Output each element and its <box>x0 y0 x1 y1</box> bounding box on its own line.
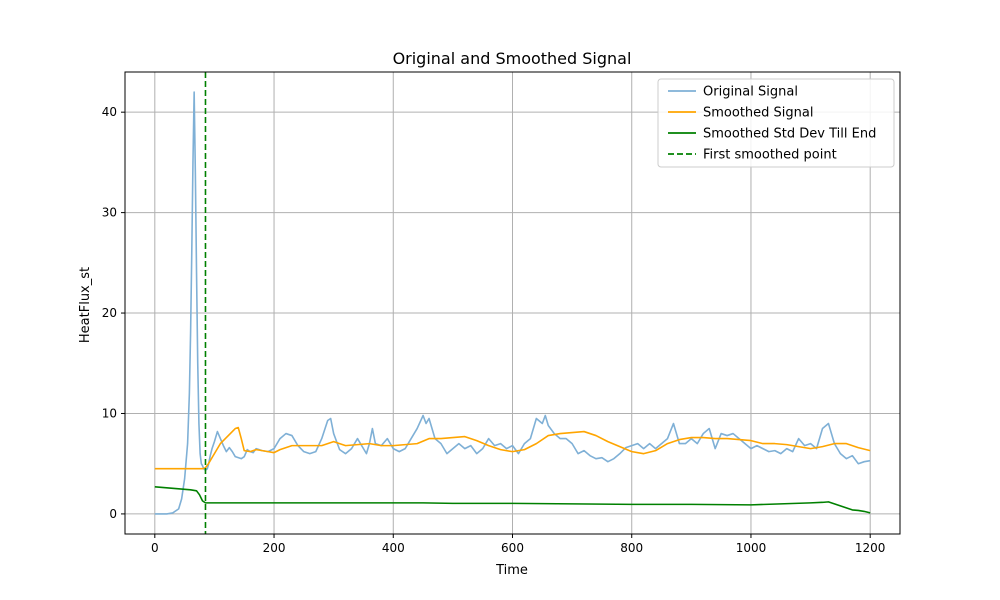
x-tick-label: 800 <box>620 541 643 555</box>
series-line-smoothed-std-dev-till-end <box>154 486 871 514</box>
series-line-smoothed-signal <box>154 426 871 470</box>
x-tick-label: 400 <box>382 541 405 555</box>
y-tick-label: 10 <box>102 406 117 420</box>
y-tick-label: 20 <box>102 306 117 320</box>
legend-item-original-signal: Original Signal <box>668 85 798 100</box>
legend-label: First smoothed point <box>703 148 837 163</box>
legend-item-smoothed-signal: Smoothed Signal <box>668 106 813 121</box>
x-tick-label: 600 <box>501 541 524 555</box>
x-tick-label: 200 <box>263 541 286 555</box>
legend-item-first-smoothed-point: First smoothed point <box>668 148 837 163</box>
series-line-original-signal <box>154 91 871 515</box>
x-tick-label: 0 <box>151 541 159 555</box>
legend-label: Smoothed Signal <box>703 106 813 121</box>
y-tick-label: 30 <box>102 206 117 220</box>
y-tick-label: 0 <box>109 507 117 521</box>
legend-label: Original Signal <box>703 85 798 100</box>
legend-label: Smoothed Std Dev Till End <box>703 127 876 142</box>
legend-item-smoothed-std-dev-till-end: Smoothed Std Dev Till End <box>668 127 876 142</box>
x-tick-label: 1000 <box>736 541 767 555</box>
legend-box <box>657 78 895 168</box>
y-tick-label: 40 <box>102 105 117 119</box>
x-tick-label: 1200 <box>855 541 886 555</box>
legend: Original Signal Smoothed Signal Smoothed S… <box>657 78 895 168</box>
tick-layer: 0 200 400 600 800 1000 1200 0 10 20 30 40 <box>102 105 886 555</box>
y-axis-label: HeatFlux_st <box>78 267 93 343</box>
series-layer <box>154 72 871 534</box>
x-axis-label: Time <box>495 563 528 578</box>
chart-title: Original and Smoothed Signal <box>393 49 632 68</box>
